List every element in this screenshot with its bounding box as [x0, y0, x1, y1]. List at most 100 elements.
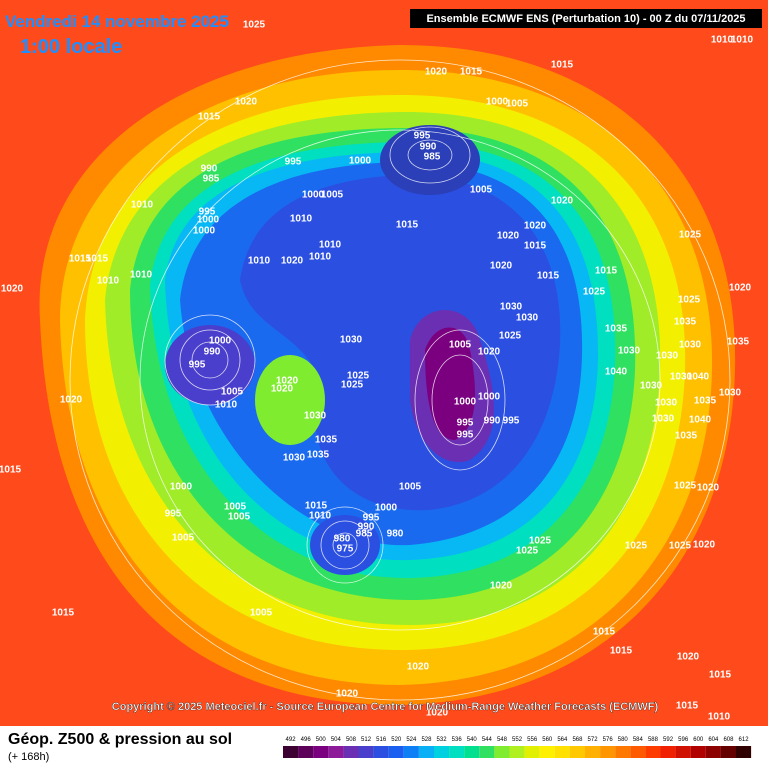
pressure-label: 1000 — [197, 215, 220, 226]
pressure-label: 1005 — [224, 502, 247, 513]
legend-swatch — [675, 746, 691, 758]
pressure-label: 1015 — [396, 220, 419, 231]
pressure-label: 1010 — [215, 400, 238, 411]
pressure-label: 1035 — [727, 337, 750, 348]
pressure-label: 1005 — [221, 387, 244, 398]
pressure-label: 1010 — [731, 35, 754, 46]
pressure-label: 985 — [424, 152, 441, 163]
pressure-label: 1015 — [52, 608, 75, 619]
legend-swatch — [313, 746, 329, 758]
pressure-label: 1015 — [460, 67, 483, 78]
legend-tick-label: 492 — [286, 737, 297, 743]
legend-tick-label: 512 — [361, 737, 372, 743]
legend-swatch — [524, 746, 540, 758]
pressure-label: 1040 — [689, 415, 712, 426]
legend-tick-label: 576 — [603, 737, 614, 743]
legend-tick-label: 580 — [618, 737, 629, 743]
legend-swatch — [434, 746, 450, 758]
pressure-label: 1005 — [399, 482, 422, 493]
greenland — [255, 355, 325, 445]
legend-tick-label: 540 — [467, 737, 478, 743]
legend-tick-label: 604 — [708, 737, 719, 743]
pressure-label: 990 — [201, 164, 218, 175]
low — [380, 125, 480, 195]
legend-swatch — [283, 746, 299, 758]
legend-tick-label: 504 — [331, 737, 342, 743]
pressure-label: 1020 — [677, 652, 700, 663]
pressure-label: 1030 — [656, 351, 679, 362]
pressure-label: 1015 — [537, 271, 560, 282]
pressure-label: 1015 — [595, 266, 618, 277]
pressure-label: 1010 — [309, 252, 332, 263]
pressure-label: 1020 — [697, 483, 720, 494]
pressure-label: 1005 — [470, 185, 493, 196]
pressure-label: 1015 — [198, 112, 221, 123]
pressure-label: 985 — [356, 529, 373, 540]
legend-tick-label: 552 — [512, 737, 523, 743]
pressure-label: 1035 — [674, 317, 697, 328]
pressure-label: 1035 — [605, 324, 628, 335]
legend-tick-label: 584 — [633, 737, 644, 743]
pressure-label: 995 — [457, 430, 474, 441]
pressure-label: 1025 — [243, 20, 266, 31]
pressure-label: 1030 — [679, 340, 702, 351]
pressure-label: 1025 — [679, 230, 702, 241]
pressure-label: 995 — [199, 207, 216, 218]
legend-swatch — [690, 746, 706, 758]
pressure-label: 1020 — [1, 284, 24, 295]
pressure-label: 1040 — [687, 372, 710, 383]
legend-tick-label: 524 — [406, 737, 417, 743]
legend-tick-label: 592 — [663, 737, 674, 743]
pressure-label: 1000 — [193, 226, 216, 237]
legend-swatch — [373, 746, 389, 758]
pressure-label: 995 — [165, 509, 182, 520]
legend-tick-label: 516 — [376, 737, 387, 743]
pressure-label: 990 — [420, 142, 437, 153]
pressure-label: 1025 — [674, 481, 697, 492]
pressure-label: 1020 — [60, 395, 83, 406]
pressure-label: 1025 — [499, 331, 522, 342]
legend-swatch — [403, 746, 419, 758]
pressure-label: 1010 — [248, 256, 271, 267]
pressure-label: 1005 — [250, 608, 273, 619]
legend-swatch — [388, 746, 404, 758]
pressure-label: 1025 — [347, 371, 370, 382]
low — [165, 325, 255, 405]
pressure-label: 1000 — [454, 397, 477, 408]
legend-tick-label: 500 — [316, 737, 327, 743]
pressure-label: 1025 — [583, 287, 606, 298]
pressure-label: 995 — [285, 157, 302, 168]
pressure-label: 1020 — [407, 662, 430, 673]
legend-tick-label: 548 — [497, 737, 508, 743]
footer-title: Géop. Z500 & pression au sol — [8, 731, 232, 748]
legend-tick-label: 572 — [588, 737, 599, 743]
legend-tick-label: 536 — [452, 737, 463, 743]
pressure-label: 1030 — [719, 388, 742, 399]
pressure-label: 990 — [484, 416, 501, 427]
model: Ensemble ECMWF ENS (Perturbation 10) - 0… — [426, 13, 745, 25]
legend-tick-label: 532 — [437, 737, 448, 743]
pressure-label: 1035 — [315, 435, 338, 446]
pressure-label: 1015 — [676, 701, 699, 712]
low — [310, 515, 380, 575]
legend-swatch — [569, 746, 585, 758]
legend-tick-label: 560 — [542, 737, 553, 743]
pressure-label: 1015 — [305, 501, 328, 512]
legend-swatch — [585, 746, 601, 758]
pressure-label: 1000 — [478, 392, 501, 403]
pressure-label: 1020 — [490, 581, 513, 592]
pressure-label: 995 — [414, 131, 431, 142]
pressure-label: 990 — [358, 522, 375, 533]
pressure-label: 1020 — [276, 376, 299, 387]
legend-swatch — [630, 746, 646, 758]
legend-tick-label: 600 — [693, 737, 704, 743]
pressure-label: 1030 — [304, 411, 327, 422]
pressure-label: 1015 — [524, 241, 547, 252]
legend-swatch — [328, 746, 344, 758]
pressure-label: 1030 — [500, 302, 523, 313]
pressure-label: 1025 — [625, 541, 648, 552]
pressure-label: 1020 — [336, 689, 359, 700]
pressure-label: 1005 — [228, 512, 251, 523]
pressure-label: 1010 — [131, 200, 154, 211]
